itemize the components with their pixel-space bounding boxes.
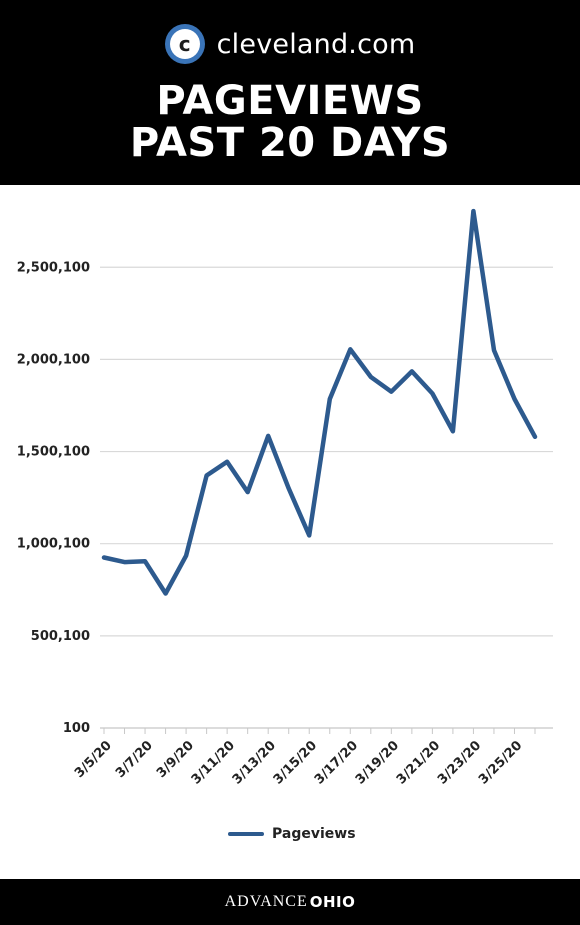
footer-brand-ohio: OHIO [309, 893, 356, 911]
x-tick-label: 3/17/20 [312, 738, 361, 787]
legend-label-pageviews: Pageviews [272, 826, 356, 842]
x-tick-label: 3/23/20 [435, 738, 484, 787]
title-line-2: PAST 20 DAYS [129, 120, 451, 166]
x-tick-label: 3/11/20 [189, 738, 238, 787]
logo: c cleveland.com [0, 24, 580, 64]
y-tick-label: 1,000,100 [17, 537, 90, 552]
y-tick-label: 1,500,100 [17, 445, 90, 460]
y-tick-label: 100 [63, 721, 90, 736]
x-tick-label: 3/15/20 [271, 738, 320, 787]
line-chart: 100 500,100 1,000,100 1,500,100 2,000,100 2,5… [17, 208, 553, 788]
site-name: cleveland.com [216, 28, 416, 60]
series-line-pageviews [101, 208, 538, 596]
y-tick-label: 500,100 [31, 629, 90, 644]
footer-brand-advance: ADVANCE [224, 893, 308, 910]
legend: Pageviews [228, 826, 356, 842]
x-tick-label: 3/25/20 [476, 738, 525, 787]
x-tick-label: 3/19/20 [353, 738, 402, 787]
legend-swatch [228, 832, 264, 836]
cleveland-logo-icon: c [164, 24, 205, 64]
page-title: PAGEVIEWS PAST 20 DAYS [0, 80, 580, 164]
header: c cleveland.com PAGEVIEWS PAST 20 DAYS [0, 0, 580, 185]
y-tick-label: 2,000,100 [17, 352, 90, 367]
footer: ADVANCE OHIO [0, 879, 580, 925]
x-tick-label: 3/21/20 [394, 738, 443, 787]
logo-letter: c [178, 31, 191, 56]
y-tick-label: 2,500,100 [17, 260, 90, 275]
x-tick-label: 3/5/20 [72, 738, 115, 781]
x-tick-label: 3/13/20 [230, 738, 279, 787]
x-tick-label: 3/7/20 [113, 738, 156, 781]
title-line-1: PAGEVIEWS [156, 78, 424, 124]
